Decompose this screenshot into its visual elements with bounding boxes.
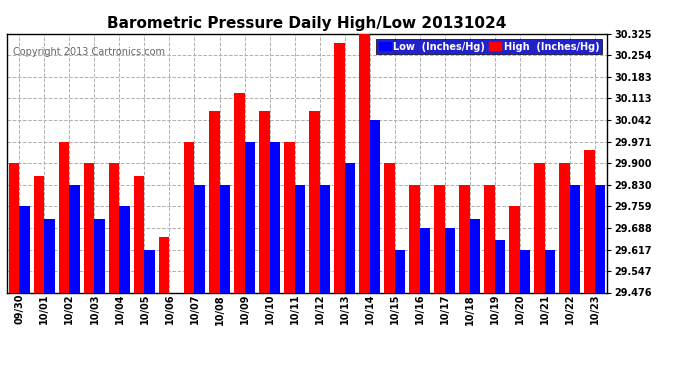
Bar (534, 163, 544, 292)
Bar (559, 163, 570, 292)
Bar (334, 43, 344, 292)
Bar (284, 142, 295, 292)
Bar (144, 249, 155, 292)
Bar (109, 163, 119, 292)
Bar (595, 184, 605, 292)
Bar (195, 184, 205, 292)
Bar (359, 34, 370, 292)
Bar (470, 219, 480, 292)
Bar (244, 142, 255, 292)
Bar (459, 184, 470, 292)
Bar (584, 150, 595, 292)
Bar (234, 93, 244, 292)
Bar (570, 184, 580, 292)
Bar (9, 163, 19, 292)
Bar (59, 142, 70, 292)
Bar (495, 240, 505, 292)
Bar (344, 163, 355, 292)
Bar (84, 163, 95, 292)
Bar (95, 219, 105, 292)
Bar (420, 228, 430, 292)
Bar (434, 184, 444, 292)
Bar (409, 184, 420, 292)
Legend: Low  (Inches/Hg), High  (Inches/Hg): Low (Inches/Hg), High (Inches/Hg) (376, 39, 602, 54)
Bar (259, 111, 270, 292)
Bar (370, 120, 380, 292)
Bar (295, 184, 305, 292)
Bar (19, 206, 30, 292)
Bar (159, 237, 170, 292)
Bar (70, 184, 80, 292)
Bar (309, 111, 319, 292)
Bar (119, 206, 130, 292)
Bar (184, 142, 195, 292)
Title: Barometric Pressure Daily High/Low 20131024: Barometric Pressure Daily High/Low 20131… (108, 16, 506, 31)
Bar (319, 184, 330, 292)
Bar (484, 184, 495, 292)
Bar (219, 184, 230, 292)
Bar (395, 249, 405, 292)
Bar (520, 249, 530, 292)
Bar (270, 142, 280, 292)
Bar (209, 111, 219, 292)
Bar (34, 176, 44, 292)
Bar (544, 249, 555, 292)
Bar (509, 206, 520, 292)
Bar (134, 176, 144, 292)
Bar (44, 219, 55, 292)
Bar (444, 228, 455, 292)
Bar (384, 163, 395, 292)
Text: Copyright 2013 Cartronics.com: Copyright 2013 Cartronics.com (13, 47, 165, 57)
